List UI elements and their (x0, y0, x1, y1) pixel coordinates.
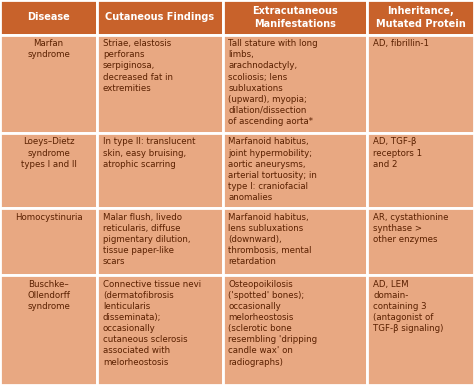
Text: Connective tissue nevi
(dermatofibrosis
lenticularis
disseminata);
occasionally
: Connective tissue nevi (dermatofibrosis … (103, 280, 201, 367)
Text: AD, fibrillin-1: AD, fibrillin-1 (373, 39, 429, 48)
Text: Cutaneous Findings: Cutaneous Findings (105, 12, 215, 22)
Bar (97, 133, 223, 208)
Text: Osteopoikilosis
('spotted' bones);
occasionally
melorheostosis
(sclerotic bone
r: Osteopoikilosis ('spotted' bones); occas… (228, 280, 318, 367)
Bar (97, 275, 223, 385)
Text: Striae, elastosis
perforans
serpiginosa,
decreased fat in
extremities: Striae, elastosis perforans serpiginosa,… (103, 39, 173, 93)
Bar (223, 0, 367, 35)
Text: Buschke–
Ollendorff
syndrome: Buschke– Ollendorff syndrome (27, 280, 70, 311)
Bar (0, 35, 97, 133)
Bar (367, 133, 474, 208)
Bar (367, 35, 474, 133)
Bar (367, 208, 474, 275)
Text: AD, TGF-β
receptors 1
and 2: AD, TGF-β receptors 1 and 2 (373, 137, 422, 169)
Text: Homocystinuria: Homocystinuria (15, 213, 82, 221)
Bar (97, 208, 223, 275)
Text: In type II: translucent
skin, easy bruising,
atrophic scarring: In type II: translucent skin, easy bruis… (103, 137, 195, 169)
Bar (367, 275, 474, 385)
Text: Marfanoid habitus,
lens subluxations
(downward),
thrombosis, mental
retardation: Marfanoid habitus, lens subluxations (do… (228, 213, 312, 266)
Bar (223, 133, 367, 208)
Bar (0, 0, 97, 35)
Text: Extracutaneous
Manifestations: Extracutaneous Manifestations (252, 6, 338, 28)
Text: Malar flush, livedo
reticularis, diffuse
pigmentary dilution,
tissue paper-like
: Malar flush, livedo reticularis, diffuse… (103, 213, 191, 266)
Bar (0, 133, 97, 208)
Text: Inheritance,
Mutated Protein: Inheritance, Mutated Protein (376, 6, 465, 28)
Text: Tall stature with long
limbs,
arachnodactyly,
scoliosis; lens
subluxations
(upwa: Tall stature with long limbs, arachnodac… (228, 39, 318, 126)
Bar (97, 0, 223, 35)
Text: Marfanoid habitus,
joint hypermobility;
aortic aneurysms,
arterial tortuosity; i: Marfanoid habitus, joint hypermobility; … (228, 137, 317, 202)
Text: AR, cystathionine
synthase >
other enzymes: AR, cystathionine synthase > other enzym… (373, 213, 448, 244)
Bar (0, 275, 97, 385)
Bar (97, 35, 223, 133)
Bar (223, 275, 367, 385)
Text: Marfan
syndrome: Marfan syndrome (27, 39, 70, 59)
Text: Loeys–Dietz
syndrome
types I and II: Loeys–Dietz syndrome types I and II (21, 137, 76, 169)
Bar (367, 0, 474, 35)
Bar (0, 208, 97, 275)
Bar (223, 208, 367, 275)
Bar (223, 35, 367, 133)
Text: Disease: Disease (27, 12, 70, 22)
Text: AD, LEM
domain-
containing 3
(antagonist of
TGF-β signaling): AD, LEM domain- containing 3 (antagonist… (373, 280, 443, 333)
